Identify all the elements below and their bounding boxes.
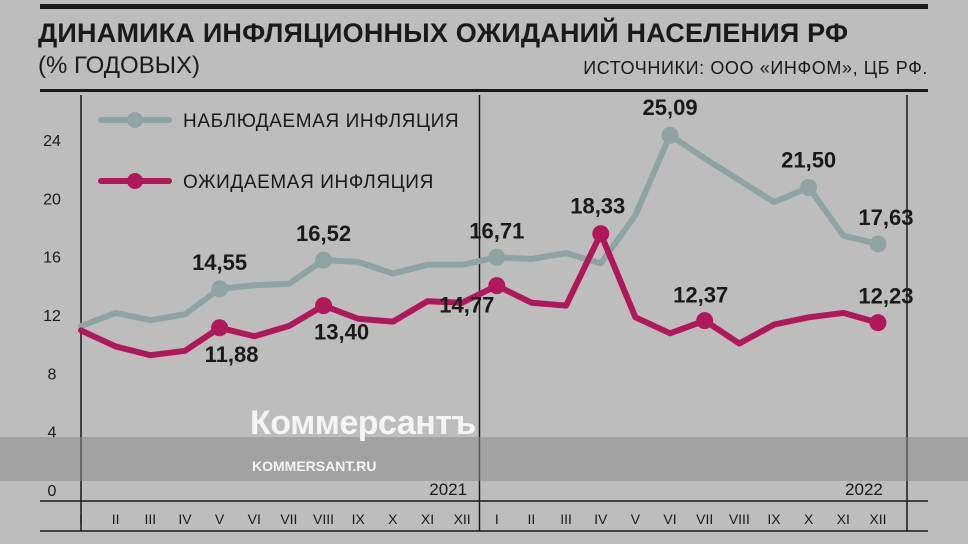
legend-label: ОЖИДАЕМАЯ ИНФЛЯЦИЯ	[183, 172, 434, 193]
y-tick-label: 20	[43, 191, 61, 208]
year-label: 2021	[429, 480, 467, 499]
x-tick-label: IX	[767, 511, 781, 527]
x-tick-label: IV	[178, 511, 192, 527]
data-label: 14,55	[192, 250, 247, 275]
x-tick-label: XII	[454, 511, 471, 527]
data-point-marker	[315, 251, 333, 269]
y-tick-label: 16	[43, 250, 61, 267]
x-tick-label: IX	[352, 511, 366, 527]
data-label: 17,63	[858, 205, 913, 230]
x-tick-label: XI	[421, 511, 434, 527]
chart-title: ДИНАМИКА ИНФЛЯЦИОННЫХ ОЖИДАНИЙ НАСЕЛЕНИЯ…	[38, 18, 849, 48]
data-label: 11,88	[205, 342, 259, 367]
y-tick-label: 4	[48, 425, 57, 442]
x-tick-label: I	[79, 511, 83, 527]
data-label: 12,23	[858, 284, 913, 309]
data-point-marker	[488, 248, 506, 266]
x-tick-label: IV	[594, 511, 608, 527]
y-tick-label: 24	[43, 133, 61, 150]
data-label: 25,09	[643, 95, 698, 120]
chart-source: ИСТОЧНИКИ: ООО «ИНФОМ», ЦБ РФ.	[583, 58, 928, 78]
x-tick-label: I	[495, 511, 499, 527]
header-rule	[40, 89, 928, 92]
y-tick-label: 12	[43, 308, 61, 325]
watermark-url: KOMMERSANT.RU	[252, 458, 377, 474]
chart-subtitle: (% ГОДОВЫХ)	[38, 52, 200, 79]
x-tick-label: X	[804, 511, 814, 527]
data-label: 18,33	[570, 194, 625, 219]
data-point-marker	[869, 235, 887, 253]
x-tick-label: XI	[837, 511, 850, 527]
year-label: 2022	[845, 480, 883, 499]
data-label: 13,40	[314, 320, 369, 345]
legend-label: НАБЛЮДАЕМАЯ ИНФЛЯЦИЯ	[183, 111, 459, 132]
x-tick-label: II	[528, 511, 536, 527]
x-tick-label: VIII	[729, 511, 750, 527]
x-tick-label: VI	[663, 511, 676, 527]
data-label: 16,52	[296, 221, 351, 246]
data-point-marker	[315, 297, 333, 315]
watermark-logo: Коммерсантъ	[250, 404, 476, 442]
x-tick-label: VII	[280, 511, 297, 527]
x-tick-label: III	[560, 511, 572, 527]
x-tick-label: III	[144, 511, 156, 527]
x-tick-label: VII	[696, 511, 713, 527]
x-tick-label: V	[631, 511, 641, 527]
data-point-marker	[488, 277, 506, 295]
x-tick-label: II	[112, 511, 120, 527]
x-tick-label: VI	[248, 511, 261, 527]
legend-marker-expected	[127, 173, 143, 189]
top-rule	[40, 4, 928, 9]
y-tick-label: 0	[48, 483, 57, 500]
legend-marker-observed	[127, 112, 143, 128]
data-point-marker	[211, 280, 229, 298]
x-tick-label: V	[215, 511, 225, 527]
data-point-marker	[592, 225, 610, 243]
x-tick-label: X	[388, 511, 398, 527]
data-label: 14,77	[439, 293, 494, 318]
data-label: 21,50	[781, 148, 836, 173]
data-point-marker	[211, 319, 229, 337]
data-label: 16,71	[469, 218, 524, 243]
data-label: 12,37	[673, 283, 728, 308]
y-tick-label: 8	[48, 366, 57, 383]
x-tick-label: XII	[869, 511, 886, 527]
data-point-marker	[800, 179, 818, 197]
data-point-marker	[661, 126, 679, 144]
x-tick-label: VIII	[313, 511, 334, 527]
watermark-band	[0, 437, 968, 481]
data-point-marker	[696, 312, 714, 330]
data-point-marker	[869, 314, 887, 332]
